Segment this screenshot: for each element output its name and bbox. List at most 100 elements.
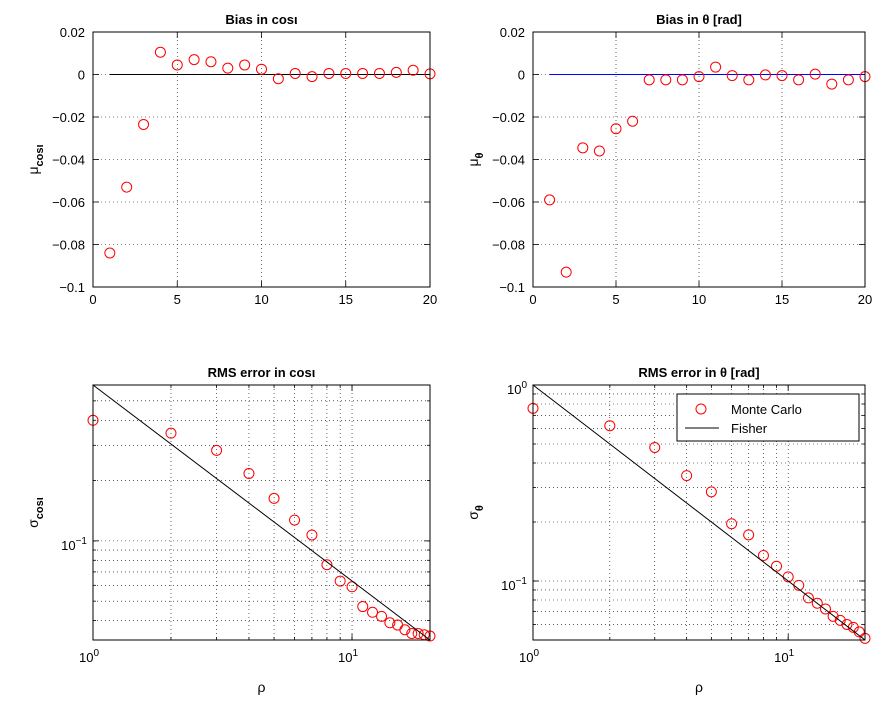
y-tick-label: 10−1 bbox=[501, 576, 527, 593]
data-point bbox=[222, 62, 234, 74]
y-tick-label: −0.08 bbox=[492, 238, 525, 253]
data-point bbox=[357, 601, 369, 613]
y-tick-label: 0.02 bbox=[500, 25, 525, 40]
data-point bbox=[239, 59, 251, 71]
data-point bbox=[743, 74, 755, 86]
data-point bbox=[289, 67, 301, 79]
data-point bbox=[627, 115, 639, 127]
y-tick-label: −0.08 bbox=[52, 238, 85, 253]
x-tick-label: 10 bbox=[254, 292, 268, 307]
data-point bbox=[610, 123, 622, 135]
data-point bbox=[165, 427, 177, 439]
data-point bbox=[710, 61, 722, 73]
data-point bbox=[289, 514, 301, 526]
data-point bbox=[560, 266, 572, 278]
x-tick-label: 101 bbox=[774, 648, 794, 665]
data-point bbox=[577, 142, 589, 154]
x-tick-label: 0 bbox=[89, 292, 96, 307]
axes-frame bbox=[532, 31, 866, 288]
data-point bbox=[802, 592, 814, 604]
y-tick-label: −0.06 bbox=[52, 195, 85, 210]
data-point bbox=[681, 470, 693, 482]
legend-label-monte-carlo: Monte Carlo bbox=[731, 402, 802, 417]
x-axis-label: ρ bbox=[695, 679, 703, 695]
data-point bbox=[373, 67, 385, 79]
data-point bbox=[809, 68, 821, 80]
x-tick-label: 5 bbox=[174, 292, 181, 307]
data-point bbox=[705, 486, 717, 498]
data-point bbox=[743, 529, 755, 541]
data-point bbox=[649, 441, 661, 453]
data-point bbox=[384, 617, 396, 629]
data-point bbox=[306, 71, 318, 83]
data-point bbox=[759, 69, 771, 81]
data-point bbox=[757, 549, 769, 561]
data-point bbox=[367, 606, 379, 618]
data-point bbox=[819, 603, 831, 615]
x-tick-label: 0 bbox=[529, 292, 536, 307]
data-point bbox=[272, 73, 284, 85]
y-tick-label: 10−1 bbox=[61, 536, 87, 553]
data-point bbox=[834, 614, 846, 626]
y-tick-label: −0.04 bbox=[52, 153, 85, 168]
x-tick-label: 100 bbox=[519, 648, 539, 665]
data-point bbox=[660, 74, 672, 86]
legend-box bbox=[676, 393, 860, 442]
y-tick-label: −0.06 bbox=[492, 195, 525, 210]
y-tick-label: −0.1 bbox=[59, 280, 85, 295]
data-point bbox=[726, 70, 738, 82]
axes-frame bbox=[532, 384, 866, 641]
data-point bbox=[390, 66, 402, 78]
x-tick-label: 5 bbox=[612, 292, 619, 307]
y-axis-label: μθ bbox=[465, 152, 486, 166]
data-point bbox=[604, 420, 616, 432]
data-point bbox=[841, 618, 853, 630]
data-point bbox=[771, 560, 783, 572]
y-tick-label: 0 bbox=[78, 68, 85, 83]
axes-frame bbox=[92, 31, 431, 288]
data-point bbox=[826, 78, 838, 90]
y-tick-label: −0.02 bbox=[492, 110, 525, 125]
data-point bbox=[346, 581, 358, 593]
legend: Monte Carlo Fisher bbox=[676, 393, 860, 442]
data-point bbox=[268, 492, 280, 504]
fisher-line bbox=[532, 384, 866, 641]
panel-bl: 100 101 10−1 RMS error in cosι ρ σcosι bbox=[25, 365, 436, 695]
x-tick-label: 101 bbox=[338, 648, 358, 665]
data-point bbox=[188, 54, 200, 66]
data-point bbox=[243, 467, 255, 479]
data-point bbox=[121, 181, 133, 193]
x-tick-label: 15 bbox=[775, 292, 789, 307]
data-point bbox=[842, 74, 854, 86]
data-point bbox=[205, 56, 217, 68]
axes-frame bbox=[92, 384, 431, 641]
data-point bbox=[676, 74, 688, 86]
data-point bbox=[104, 247, 116, 259]
x-tick-label: 20 bbox=[423, 292, 437, 307]
legend-label-fisher: Fisher bbox=[731, 421, 768, 436]
data-point bbox=[693, 71, 705, 83]
chart-title: RMS error in θ [rad] bbox=[638, 365, 759, 380]
data-point bbox=[323, 67, 335, 79]
x-tick-label: 20 bbox=[858, 292, 872, 307]
y-tick-label: 0.02 bbox=[60, 25, 85, 40]
x-tick-label: 15 bbox=[339, 292, 353, 307]
data-point bbox=[321, 559, 333, 571]
x-tick-label: 100 bbox=[79, 648, 99, 665]
data-point bbox=[171, 59, 183, 71]
data-point bbox=[726, 518, 738, 530]
data-point bbox=[406, 627, 418, 639]
y-axis-label: σcosι bbox=[25, 497, 46, 528]
x-tick-label: 10 bbox=[692, 292, 706, 307]
data-point bbox=[793, 74, 805, 86]
y-axis-label: σθ bbox=[465, 505, 486, 520]
panel-tl: 0 5 10 15 20 −0.1 −0.08 −0.06 −0.04 −0.02 0 0.02 Bia… bbox=[25, 12, 437, 307]
data-point bbox=[593, 145, 605, 157]
data-point bbox=[138, 118, 150, 130]
panel-br: 100 101 10−1 100 RMS error in θ [rad] ρ σθ Mont… bbox=[465, 365, 871, 695]
data-point bbox=[827, 610, 839, 622]
data-point bbox=[776, 70, 788, 82]
chart-title: RMS error in cosι bbox=[208, 365, 316, 380]
data-point bbox=[399, 624, 411, 636]
